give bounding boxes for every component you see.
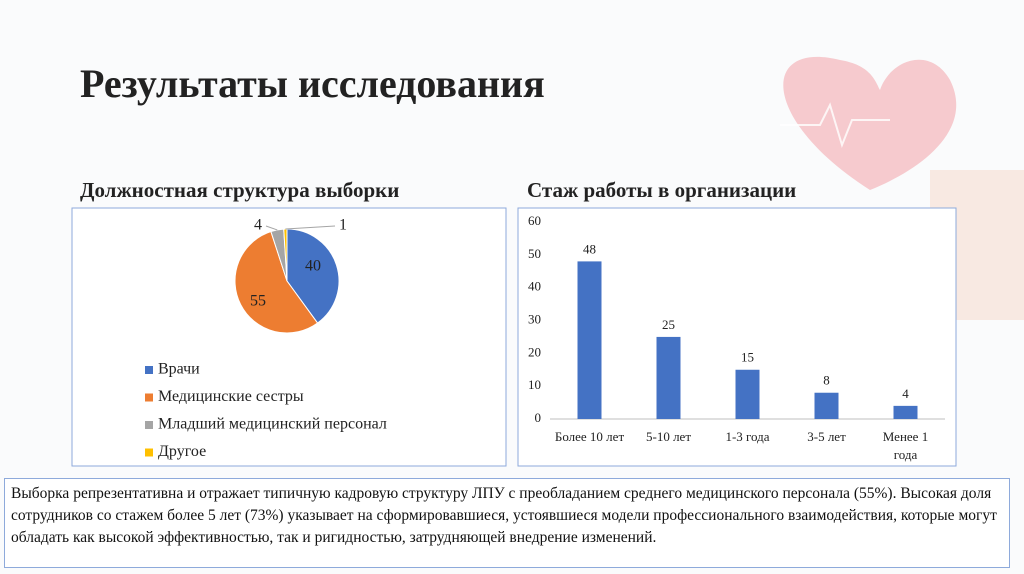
pie-label: 40 bbox=[305, 258, 321, 275]
bar bbox=[656, 336, 681, 419]
pie-slice bbox=[286, 228, 340, 324]
leader-line bbox=[265, 225, 278, 231]
slide-title: Результаты исследования bbox=[80, 61, 545, 106]
heart-decoration bbox=[783, 56, 957, 190]
pie-slice bbox=[234, 230, 319, 334]
y-tick-label: 20 bbox=[528, 344, 541, 359]
y-tick-label: 30 bbox=[528, 311, 541, 326]
legend-swatch bbox=[145, 366, 153, 374]
x-tick-label: Менее 1 года bbox=[882, 429, 929, 462]
bar-value-label: 25 bbox=[662, 317, 675, 332]
bar-title: Стаж работы в организации bbox=[527, 178, 796, 202]
bar-value-label: 48 bbox=[583, 241, 596, 256]
bar-value-label: 4 bbox=[902, 386, 909, 401]
bar-value-label: 15 bbox=[741, 350, 754, 365]
pulse-decoration bbox=[780, 102, 890, 149]
x-tick-label: 3-5 лет bbox=[807, 429, 846, 444]
x-tick-label: 5-10 лет bbox=[645, 429, 692, 444]
pie-label: 4 bbox=[254, 217, 262, 234]
y-tick-label: 10 bbox=[528, 377, 541, 392]
x-tick-label-box: 3-5 лет bbox=[807, 429, 846, 444]
legend-label: Другое bbox=[158, 443, 206, 460]
x-tick-label: 1-3 года bbox=[725, 429, 770, 444]
y-tick-label: 50 bbox=[528, 246, 541, 261]
leader-line bbox=[285, 225, 336, 230]
x-tick-label-box: 5-10 лет bbox=[645, 429, 692, 444]
legend-label: Врачи bbox=[158, 361, 200, 378]
x-tick-label-box: 1-3 года bbox=[725, 429, 770, 444]
y-tick-label: 0 bbox=[535, 410, 542, 425]
bar bbox=[577, 261, 602, 419]
y-tick-label: 60 bbox=[528, 213, 541, 228]
bar bbox=[893, 405, 918, 419]
legend-swatch bbox=[145, 421, 153, 429]
x-tick-label-box: Более 10 лет bbox=[554, 429, 625, 444]
x-tick-label: Более 10 лет bbox=[554, 429, 625, 444]
bar bbox=[735, 369, 760, 419]
conclusion: Выборка репрезентативна и отражает типич… bbox=[4, 478, 1010, 568]
bar-value-label: 8 bbox=[823, 373, 830, 388]
bar bbox=[814, 392, 839, 419]
pie-label: 55 bbox=[250, 293, 266, 310]
pie-label: 1 bbox=[339, 217, 347, 234]
x-tick-label-box: Менее 1 года bbox=[882, 429, 929, 462]
legend-swatch bbox=[145, 448, 153, 457]
y-tick-label: 40 bbox=[528, 279, 541, 294]
legend-label: Младший медицинский персонал bbox=[158, 416, 387, 433]
legend-swatch bbox=[145, 393, 153, 402]
pie-title: Должностная структура выборки bbox=[80, 178, 399, 202]
legend-label: Медицинские сестры bbox=[158, 388, 304, 405]
